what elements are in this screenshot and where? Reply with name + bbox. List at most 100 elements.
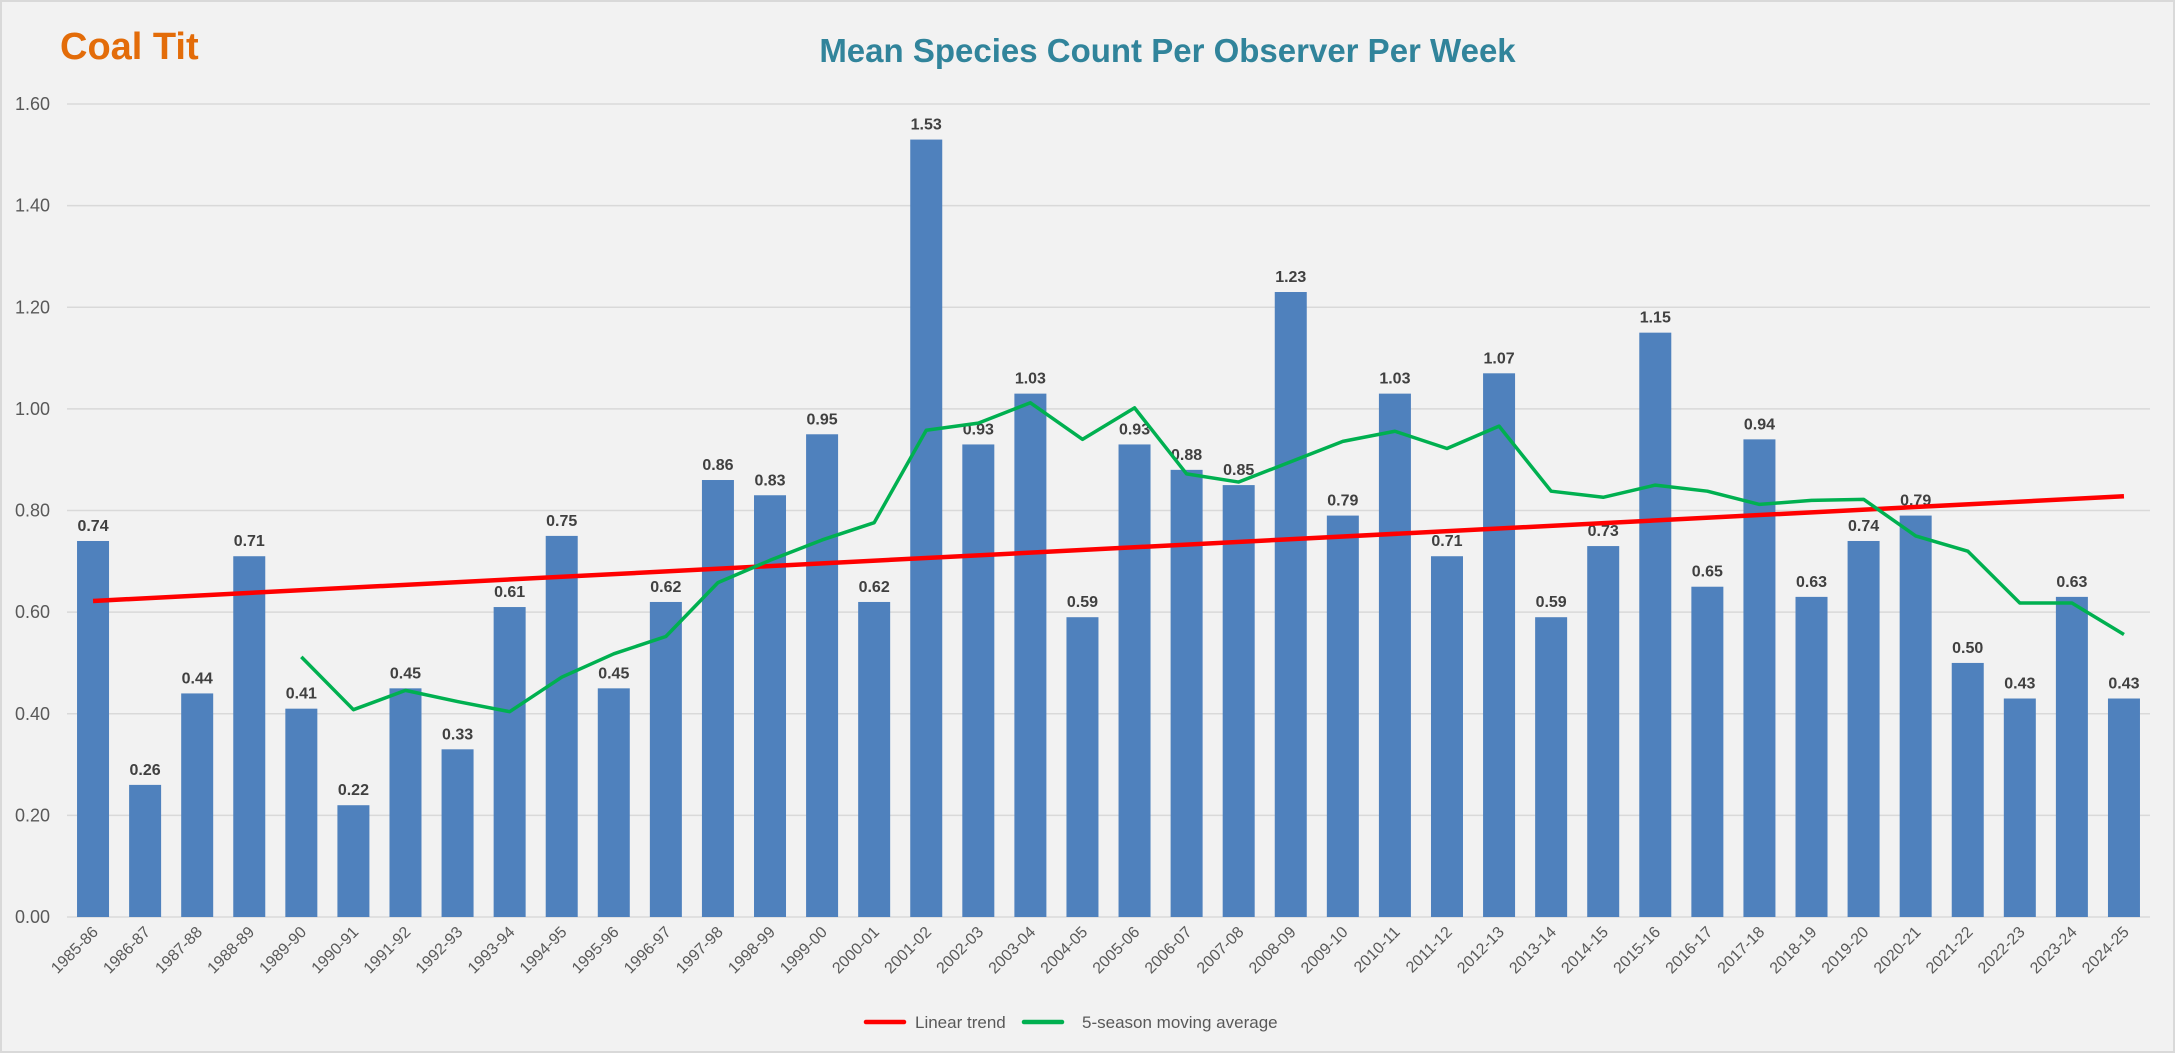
bar bbox=[389, 688, 422, 917]
bar bbox=[962, 444, 995, 917]
y-tick-label: 1.60 bbox=[15, 94, 50, 114]
data-label: 0.41 bbox=[286, 686, 317, 703]
x-tick-label: 1992-93 bbox=[413, 924, 467, 978]
data-label: 1.23 bbox=[1275, 269, 1306, 286]
bar bbox=[285, 708, 318, 917]
legend-label-moving-average: 5-season moving average bbox=[1082, 1013, 1278, 1032]
bar bbox=[1066, 617, 1099, 917]
y-tick-label: 0.40 bbox=[15, 704, 50, 724]
bar bbox=[1899, 515, 1932, 917]
x-tick-label: 1986-87 bbox=[100, 924, 154, 978]
x-tick-label: 1999-00 bbox=[777, 924, 831, 978]
species-name: Coal Tit bbox=[60, 26, 199, 68]
x-tick-label: 2009-10 bbox=[1298, 924, 1352, 978]
bar bbox=[1170, 469, 1203, 917]
bar bbox=[441, 749, 474, 917]
x-tick-label: 2020-21 bbox=[1871, 924, 1925, 978]
data-label: 0.75 bbox=[546, 513, 577, 530]
x-tick-label: 2006-07 bbox=[1142, 924, 1196, 978]
x-tick-label: 1991-92 bbox=[361, 924, 415, 978]
data-label: 1.07 bbox=[1483, 350, 1514, 367]
y-tick-label: 0.00 bbox=[15, 907, 50, 927]
data-label: 0.95 bbox=[807, 411, 838, 428]
data-label: 0.93 bbox=[1119, 421, 1150, 438]
x-tick-label: 2014-15 bbox=[1558, 924, 1612, 978]
bar bbox=[1326, 515, 1359, 917]
data-label: 1.03 bbox=[1379, 371, 1410, 388]
chart-title: Mean Species Count Per Observer Per Week bbox=[819, 32, 1516, 69]
bar bbox=[77, 540, 110, 917]
x-tick-label: 2010-11 bbox=[1351, 924, 1404, 977]
bar bbox=[545, 535, 578, 917]
y-tick-label: 0.80 bbox=[15, 501, 50, 521]
bar bbox=[858, 601, 891, 917]
x-tick-label: 1988-89 bbox=[205, 924, 259, 978]
x-tick-label: 2022-23 bbox=[1975, 924, 2029, 978]
bar bbox=[701, 480, 734, 917]
x-tick-label: 1998-99 bbox=[725, 924, 779, 978]
bar bbox=[2003, 698, 2036, 917]
x-tick-label: 2002-03 bbox=[934, 924, 988, 978]
y-tick-label: 1.20 bbox=[15, 297, 50, 317]
x-tick-label: 2019-20 bbox=[1819, 924, 1873, 978]
bar bbox=[649, 601, 682, 917]
data-label: 0.43 bbox=[2108, 676, 2139, 693]
bar bbox=[1795, 596, 1828, 917]
x-tick-label: 1987-88 bbox=[152, 924, 206, 978]
x-tick-label: 2012-13 bbox=[1454, 924, 1508, 978]
y-tick-label: 0.60 bbox=[15, 602, 50, 622]
data-label: 0.33 bbox=[442, 726, 473, 743]
x-tick-label: 2021-22 bbox=[1923, 924, 1977, 978]
data-label: 0.71 bbox=[234, 533, 265, 550]
x-tick-label: 2015-16 bbox=[1611, 924, 1665, 978]
data-label: 0.62 bbox=[859, 579, 890, 596]
data-label: 0.62 bbox=[650, 579, 681, 596]
bar bbox=[1691, 586, 1724, 917]
bar bbox=[1118, 444, 1151, 917]
data-label: 0.88 bbox=[1171, 447, 1202, 464]
x-tick-label: 2017-18 bbox=[1715, 924, 1769, 978]
data-label: 0.74 bbox=[77, 518, 108, 535]
bar bbox=[2107, 698, 2140, 917]
x-tick-label: 1994-95 bbox=[517, 924, 571, 978]
bar bbox=[1847, 540, 1880, 917]
data-label: 0.74 bbox=[1848, 518, 1879, 535]
x-tick-label: 2011-12 bbox=[1403, 924, 1456, 977]
data-label: 1.03 bbox=[1015, 371, 1046, 388]
x-tick-label: 2024-25 bbox=[2079, 924, 2133, 978]
bar bbox=[1743, 439, 1776, 917]
x-tick-label: 1989-90 bbox=[257, 924, 311, 978]
bar bbox=[1222, 485, 1255, 917]
data-label: 0.83 bbox=[754, 472, 785, 489]
data-label: 0.50 bbox=[1952, 640, 1983, 657]
x-tick-label: 2018-19 bbox=[1767, 924, 1821, 978]
data-label: 0.26 bbox=[130, 762, 161, 779]
bar bbox=[1378, 393, 1411, 918]
legend-label-linear-trend: Linear trend bbox=[915, 1013, 1006, 1032]
bar bbox=[1535, 617, 1568, 917]
bar bbox=[597, 688, 630, 917]
bar bbox=[1639, 332, 1672, 917]
data-label: 0.85 bbox=[1223, 462, 1254, 479]
data-label: 0.45 bbox=[390, 665, 421, 682]
moving-average-line bbox=[300, 401, 2125, 714]
x-tick-label: 1997-98 bbox=[673, 924, 727, 978]
data-label: 1.15 bbox=[1640, 310, 1671, 327]
data-label: 0.44 bbox=[182, 670, 213, 687]
x-tick-label: 1990-91 bbox=[309, 924, 363, 978]
bar bbox=[1014, 393, 1047, 918]
data-label: 0.45 bbox=[598, 665, 629, 682]
bar bbox=[1951, 662, 1984, 917]
bar bbox=[493, 607, 526, 917]
x-tick-label: 2023-24 bbox=[2027, 924, 2081, 978]
x-tick-label: 1985-86 bbox=[48, 924, 102, 978]
data-label: 1.53 bbox=[911, 117, 942, 134]
bar bbox=[2055, 596, 2088, 917]
data-label: 0.65 bbox=[1692, 564, 1723, 581]
data-label: 0.63 bbox=[1796, 574, 1827, 591]
x-tick-label: 2005-06 bbox=[1090, 924, 1144, 978]
x-tick-label: 2008-09 bbox=[1246, 924, 1300, 978]
y-tick-label: 1.00 bbox=[15, 399, 50, 419]
bar bbox=[910, 139, 943, 918]
